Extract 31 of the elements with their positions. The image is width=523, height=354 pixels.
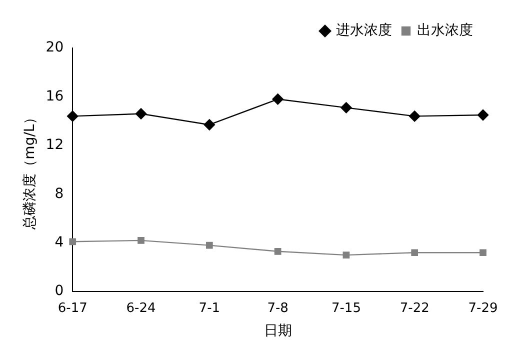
x-axis-title: 日期 [264, 323, 292, 340]
point [477, 109, 489, 121]
point [272, 94, 284, 105]
point [342, 252, 350, 258]
point [135, 108, 147, 120]
x-tick-label: 6-17 [58, 300, 88, 316]
point [67, 110, 78, 122]
legend-label: 进水浓度 [336, 22, 392, 39]
x-tick-label: 7-15 [331, 300, 361, 316]
y-tick-label: 16 [46, 88, 64, 104]
y-tick-label: 4 [54, 234, 64, 251]
x-tick-label: 7-29 [468, 300, 498, 316]
y-axis-title: 总磷浓度（mg/L） [22, 110, 38, 230]
point [411, 249, 418, 256]
point [274, 248, 282, 255]
point [340, 102, 352, 114]
point [138, 237, 144, 244]
y-tick-label: 12 [46, 137, 64, 154]
point [204, 119, 216, 130]
x-tick-label: 7-8 [267, 300, 288, 316]
point [480, 249, 486, 256]
point [206, 242, 213, 249]
x-tick-label: 7-1 [198, 300, 220, 316]
point [69, 238, 76, 246]
point [409, 110, 420, 122]
legend-label: 出水浓度 [417, 22, 473, 39]
y-tick-label: 8 [54, 186, 64, 202]
x-tick-label: 7-22 [400, 300, 430, 316]
y-tick-label: 20 [46, 40, 64, 56]
y-tick-label: 0 [54, 283, 64, 300]
x-tick-label: 6-24 [126, 300, 156, 316]
